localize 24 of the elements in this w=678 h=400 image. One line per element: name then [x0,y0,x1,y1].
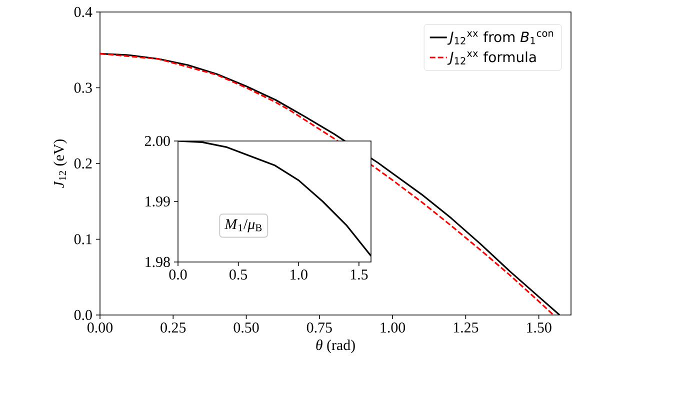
y-tick-label: 1.98 [146,256,170,268]
x-tick-label: 0.25 [160,322,186,333]
annotation: M$_{1}$/μ$_{B}$ [224,219,262,232]
y-tick-label: 0.0 [74,310,92,320]
x-tick-label: 1.0 [290,270,308,280]
y-tick-label: 0.1 [74,234,92,244]
y-tick-label: 0.4 [74,6,92,18]
x-tick-label: 1.5 [350,270,368,280]
y-tick-label: 2.00 [144,136,170,146]
x-axis-title: θ (rad) [316,340,355,354]
legend-label: J$_{12}$$^{xx}$ formula [447,51,536,65]
y-tick-label: 1.99 [146,196,170,207]
x-tick-label: 0.75 [306,322,332,333]
y-tick-label: 0.2 [74,158,92,169]
x-tick-label: 0.5 [230,270,248,280]
x-tick-label: 1.25 [454,322,478,333]
x-tick-label: 0.00 [87,322,113,333]
y-tick-label: 0.3 [74,82,92,93]
legend-label: J$_{12}$$^{xx}$ from B$_{1}$con [447,31,554,45]
x-tick-label: 0.0 [169,270,187,280]
x-tick-label: 1.50 [527,322,552,333]
y-axis-title: J$_{12}$ (eV) [53,140,67,188]
x-tick-label: 0.50 [234,322,259,333]
x-tick-label: 1.00 [380,322,406,333]
